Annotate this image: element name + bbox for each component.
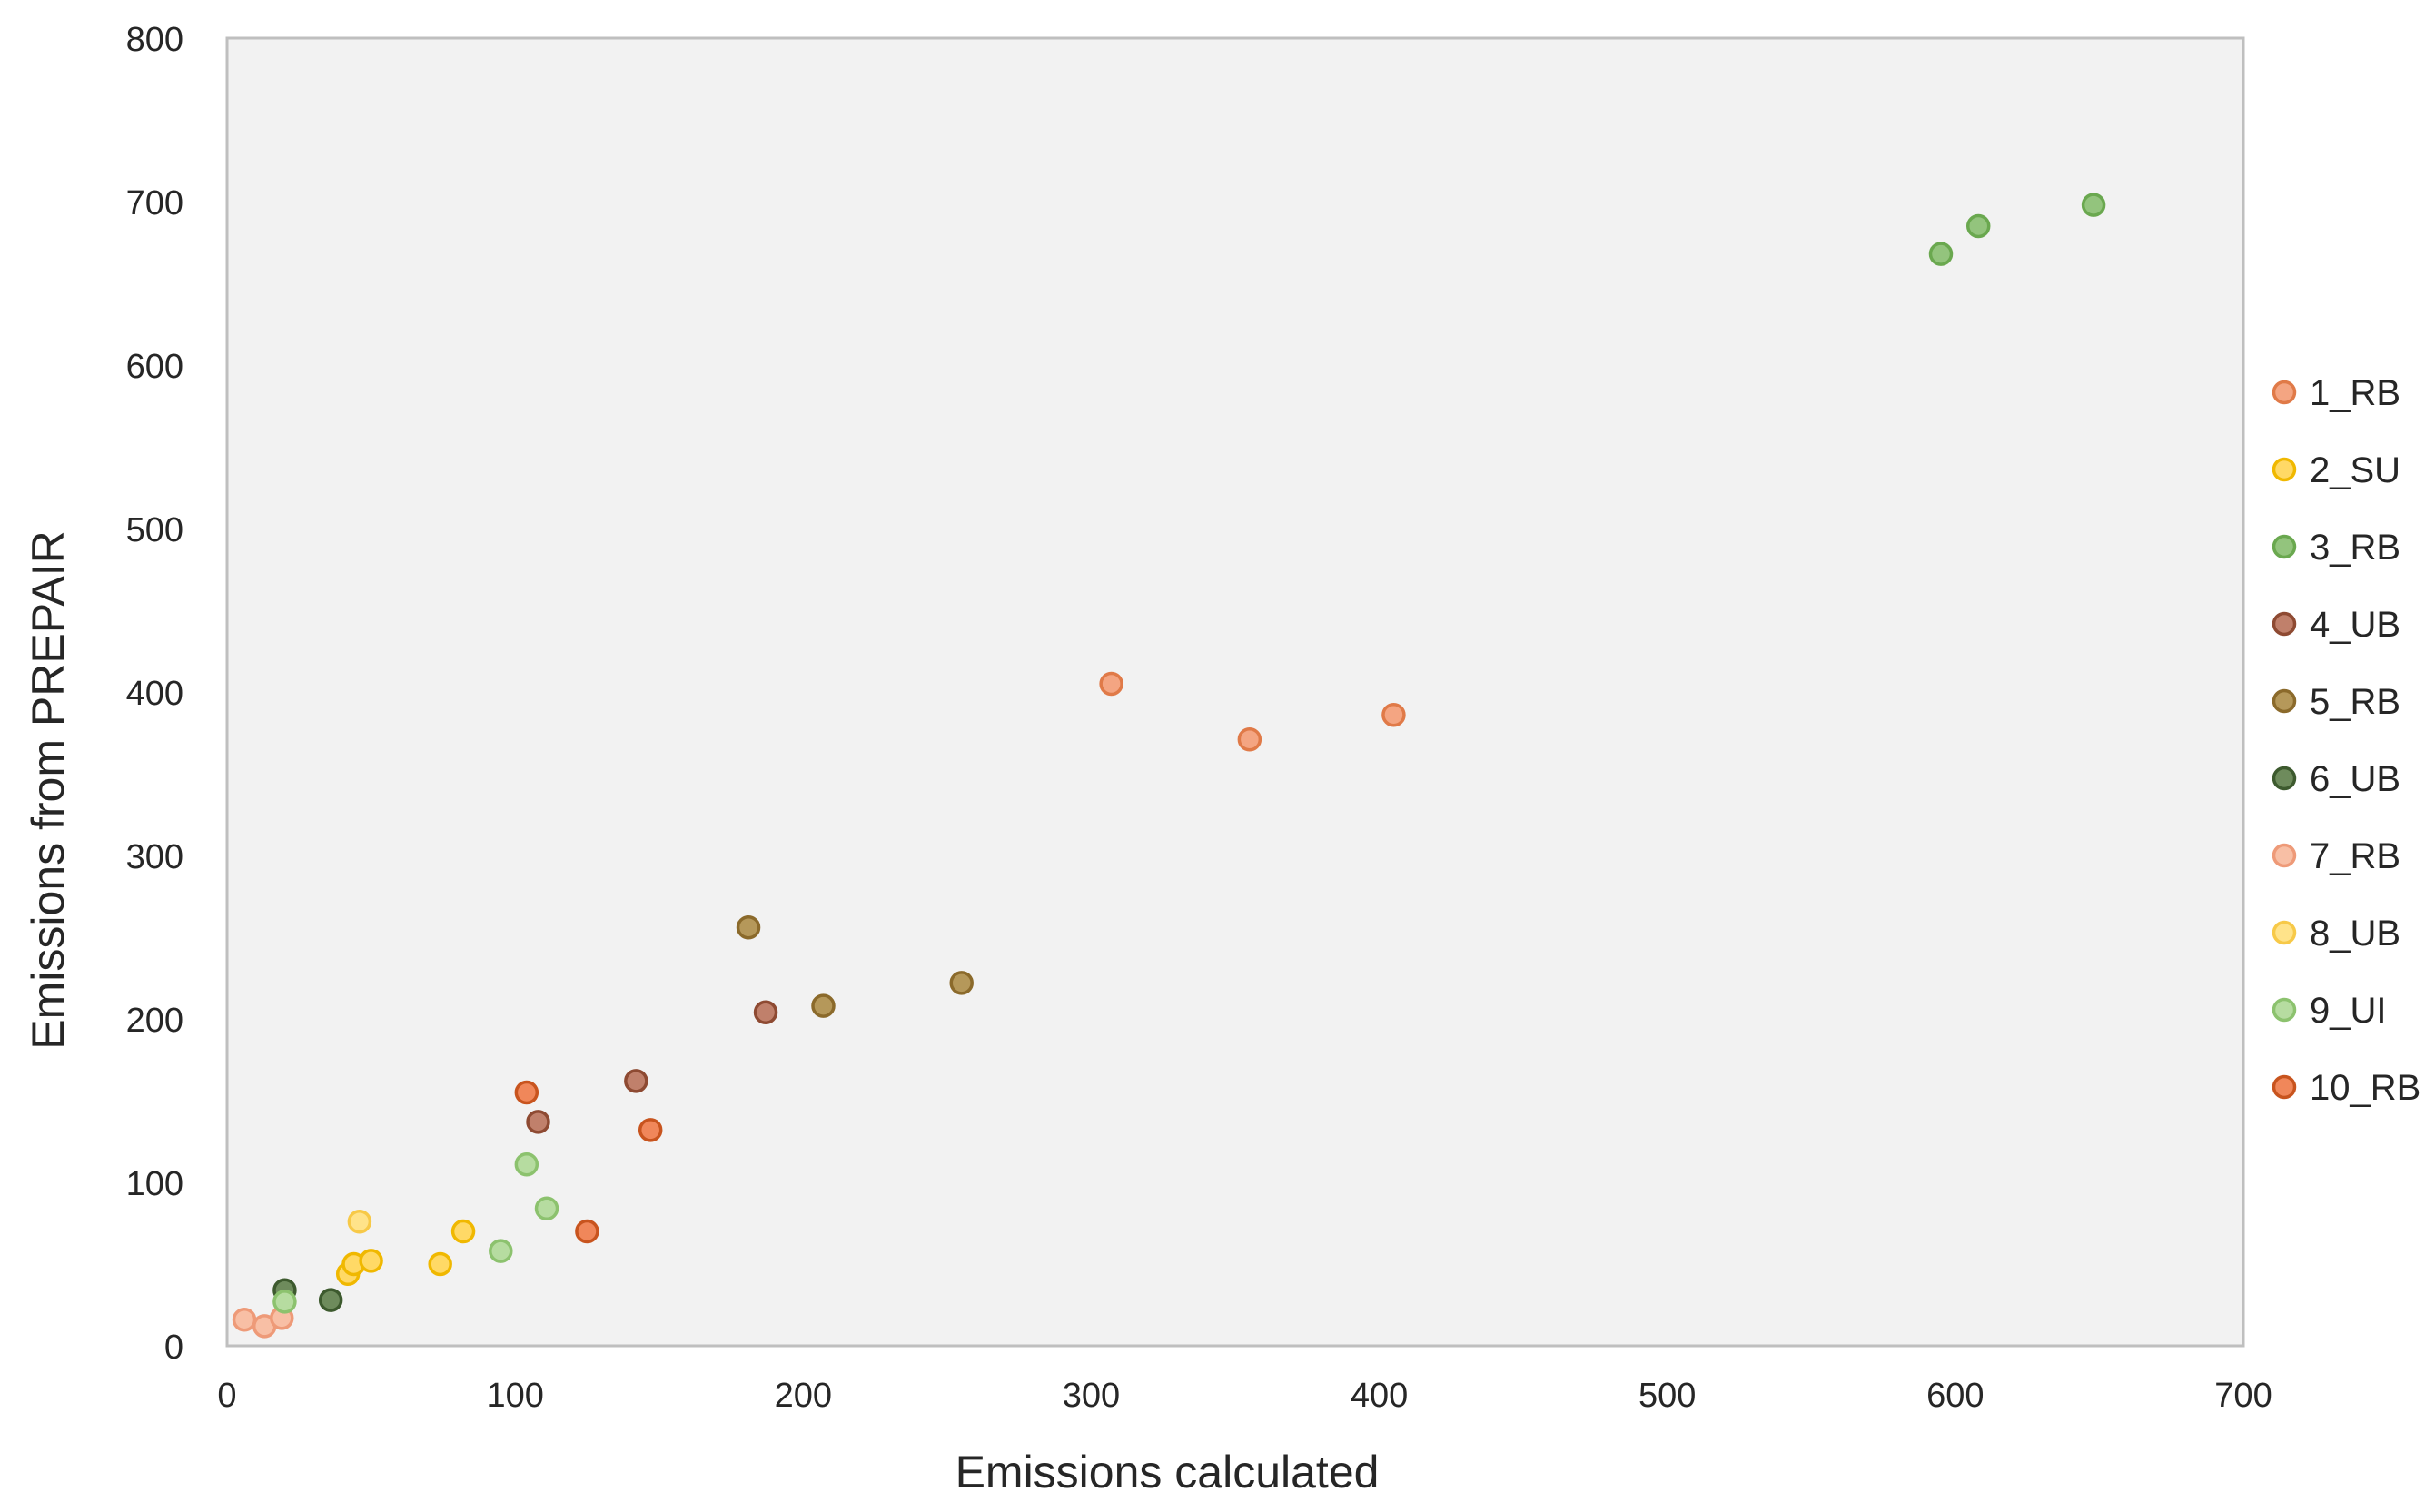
data-point — [347, 1209, 372, 1234]
legend-marker — [2272, 920, 2297, 945]
data-point — [272, 1290, 297, 1314]
y-tick-label: 300 — [126, 838, 183, 876]
x-tick-label: 700 — [2214, 1377, 2272, 1415]
data-point — [753, 1000, 778, 1025]
legend-marker — [2272, 534, 2297, 559]
data-point — [1381, 702, 1406, 727]
x-tick-label: 400 — [1351, 1377, 1408, 1415]
x-tick-label: 300 — [1063, 1377, 1120, 1415]
x-tick-label: 0 — [217, 1377, 236, 1415]
legend-marker — [2272, 611, 2297, 637]
data-point — [526, 1110, 550, 1134]
x-axis-title: Emissions calculated — [955, 1447, 1380, 1497]
legend-label: 4_UB — [2310, 605, 2400, 645]
legend-marker — [2272, 688, 2297, 714]
y-axis-title: Emissions from PREPAIR — [23, 530, 74, 1049]
y-tick-label: 600 — [126, 348, 183, 386]
legend-label: 1_RB — [2310, 373, 2400, 413]
data-point — [428, 1251, 452, 1277]
data-point — [1237, 726, 1262, 752]
y-axis-ticks: 0 100 200 300 400 500 600 700 800 — [126, 21, 183, 1367]
legend-label: 9_UI — [2310, 991, 2387, 1031]
legend-marker — [2272, 1074, 2297, 1100]
y-tick-label: 200 — [126, 1002, 183, 1040]
y-tick-label: 400 — [126, 675, 183, 713]
data-point — [232, 1307, 257, 1332]
data-point — [489, 1239, 513, 1263]
data-point — [811, 993, 836, 1018]
data-point — [318, 1288, 343, 1312]
data-point — [450, 1219, 476, 1244]
data-point — [1928, 242, 1954, 266]
legend-label: 3_RB — [2310, 528, 2400, 568]
plot-area — [225, 36, 2245, 1348]
y-tick-label: 500 — [126, 511, 183, 549]
data-point — [575, 1219, 599, 1244]
x-tick-label: 500 — [1638, 1377, 1696, 1415]
legend-marker — [2272, 766, 2297, 791]
data-point — [534, 1196, 559, 1221]
x-tick-label: 200 — [775, 1377, 832, 1415]
x-axis-ticks: 0 100 200 300 400 500 600 700 — [217, 1377, 2272, 1415]
y-tick-label: 800 — [126, 21, 183, 59]
y-tick-label: 100 — [126, 1165, 183, 1203]
legend-label: 6_UB — [2310, 759, 2400, 799]
data-point — [1965, 213, 1991, 239]
data-point — [638, 1118, 663, 1142]
legend-label: 7_RB — [2310, 836, 2400, 876]
x-tick-label: 600 — [1926, 1377, 1984, 1415]
legend-marker — [2272, 380, 2297, 405]
data-point — [514, 1080, 539, 1105]
legend-label: 5_RB — [2310, 682, 2400, 722]
y-tick-label: 0 — [164, 1329, 183, 1367]
x-tick-label: 100 — [486, 1377, 543, 1415]
legend-label: 10_RB — [2310, 1068, 2420, 1108]
data-point — [736, 914, 761, 940]
data-point — [2081, 193, 2106, 217]
y-tick-label: 700 — [126, 184, 183, 222]
data-point — [624, 1069, 648, 1093]
data-point — [1099, 671, 1123, 697]
legend: 1_RB 2_SU 3_RB 4_UB 5_RB 6_UB 7_RB 8_UB 9_UI 10_R… — [2272, 373, 2420, 1108]
data-point — [949, 971, 974, 995]
data-point — [514, 1151, 539, 1177]
legend-marker — [2272, 997, 2297, 1023]
data-point — [359, 1249, 383, 1273]
legend-label: 2_SU — [2310, 450, 2400, 490]
legend-label: 8_UB — [2310, 914, 2400, 954]
legend-marker — [2272, 457, 2297, 482]
data-points — [232, 193, 2106, 1339]
legend-marker — [2272, 843, 2297, 868]
